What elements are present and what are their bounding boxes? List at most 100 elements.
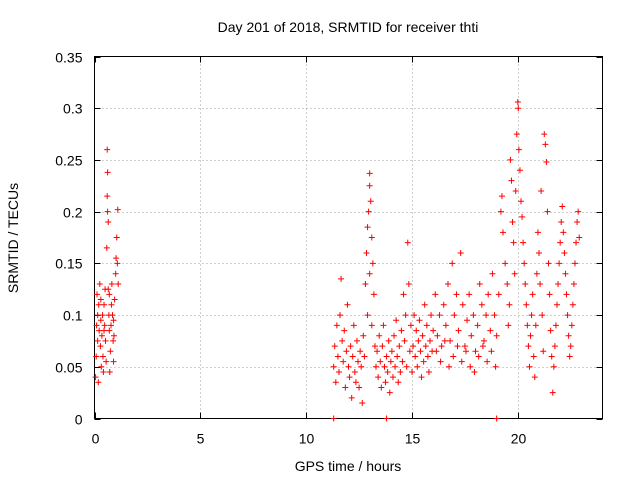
y-tick-labels: 0 0.05 0.1 0.15 0.2 0.25 0.3 0.35	[55, 50, 82, 428]
data-point	[361, 353, 368, 360]
data-point	[462, 348, 469, 355]
data-point	[576, 234, 583, 241]
data-point	[405, 281, 412, 288]
data-point	[574, 218, 581, 225]
data-point	[383, 353, 390, 360]
data-point	[384, 368, 391, 375]
data-point	[364, 312, 371, 319]
data-point	[418, 374, 425, 381]
data-points	[92, 99, 583, 422]
data-point	[110, 332, 117, 339]
data-point	[355, 358, 362, 365]
data-point	[406, 348, 413, 355]
data-point	[365, 208, 372, 215]
data-point	[338, 275, 345, 282]
data-point	[467, 363, 474, 370]
data-point	[555, 281, 562, 288]
data-point	[479, 343, 486, 350]
data-point	[392, 363, 399, 370]
data-point	[108, 281, 115, 288]
data-point	[366, 270, 373, 277]
data-point	[389, 374, 396, 381]
data-point	[411, 312, 418, 319]
data-point	[393, 317, 400, 324]
data-point	[413, 327, 420, 334]
data-point	[399, 358, 406, 365]
data-point	[512, 187, 519, 194]
y-tick-label: 0	[75, 412, 83, 428]
data-point	[528, 312, 535, 319]
data-point	[349, 353, 356, 360]
data-point	[541, 131, 548, 138]
data-point	[567, 343, 574, 350]
data-point	[500, 229, 507, 236]
data-point	[113, 234, 120, 241]
data-point	[331, 343, 338, 350]
y-tick-label: 0.2	[63, 205, 83, 221]
data-point	[491, 312, 498, 319]
data-point	[478, 301, 485, 308]
data-point	[98, 363, 105, 370]
data-point	[385, 337, 392, 344]
data-point	[106, 368, 113, 375]
data-point	[476, 281, 483, 288]
data-point	[102, 337, 109, 344]
data-point	[533, 270, 540, 277]
chart-title: Day 201 of 2018, SRMTID for receiver tht…	[218, 19, 479, 35]
data-point	[353, 337, 360, 344]
data-point	[466, 291, 473, 298]
data-point	[550, 363, 557, 370]
data-point	[93, 353, 100, 360]
data-point	[425, 368, 432, 375]
data-point	[513, 131, 520, 138]
data-point	[110, 358, 117, 365]
data-point	[348, 394, 355, 401]
data-point	[376, 332, 383, 339]
data-point	[94, 291, 101, 298]
data-point	[386, 389, 393, 396]
data-point	[344, 301, 351, 308]
data-point	[113, 255, 120, 262]
data-point	[401, 337, 408, 344]
data-point	[498, 193, 505, 200]
data-point	[357, 348, 364, 355]
data-point	[330, 415, 337, 422]
data-point	[373, 363, 380, 370]
data-point	[412, 353, 419, 360]
data-point	[370, 291, 377, 298]
data-point	[552, 322, 559, 329]
data-point	[446, 363, 453, 370]
data-point	[560, 229, 567, 236]
data-point	[475, 353, 482, 360]
data-point	[383, 415, 390, 422]
data-point	[458, 358, 465, 365]
data-point	[92, 374, 99, 381]
grid-lines	[94, 56, 603, 419]
data-point	[564, 312, 571, 319]
data-point	[94, 312, 101, 319]
data-point	[422, 343, 429, 350]
data-point	[492, 363, 499, 370]
data-point	[530, 353, 537, 360]
data-point	[488, 348, 495, 355]
data-point	[509, 218, 516, 225]
data-point	[409, 368, 415, 375]
data-point	[480, 337, 487, 344]
data-point	[368, 234, 375, 241]
data-point	[534, 229, 541, 236]
data-point	[510, 239, 517, 246]
data-point	[377, 358, 384, 365]
data-point	[108, 322, 115, 329]
data-point	[459, 301, 466, 308]
data-point	[388, 348, 395, 355]
data-point	[101, 322, 108, 329]
data-point	[414, 363, 421, 370]
data-point	[334, 353, 341, 360]
data-point	[506, 301, 513, 308]
data-point	[566, 353, 573, 360]
data-point	[351, 368, 358, 375]
data-point	[438, 343, 445, 350]
data-point	[540, 348, 547, 355]
data-point	[453, 291, 460, 298]
